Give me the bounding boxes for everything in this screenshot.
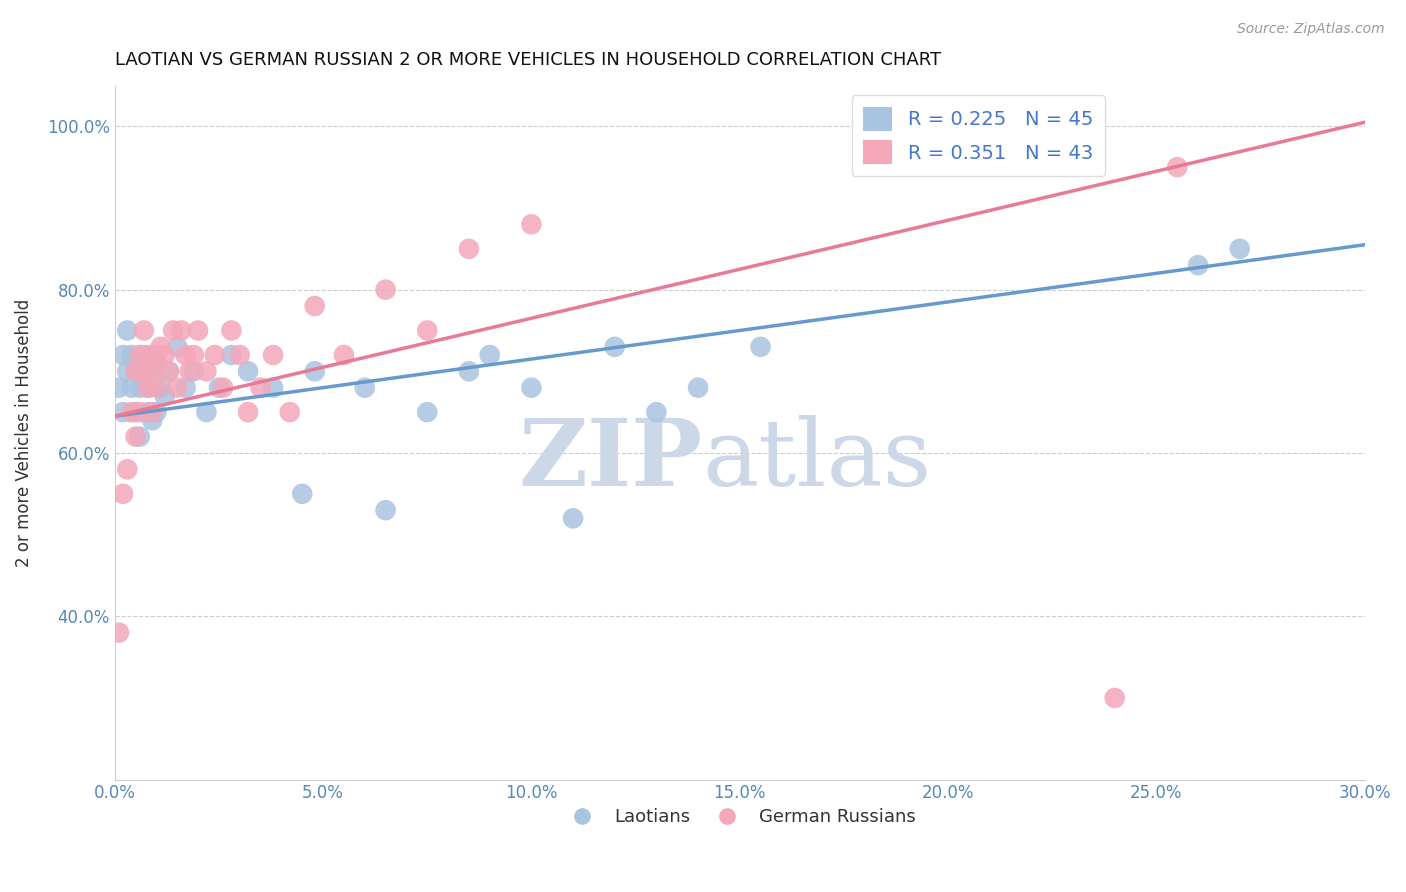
Point [153, 389, 176, 403]
Point [128, 348, 150, 362]
Point [117, 364, 139, 378]
Text: Source: ZipAtlas.com: Source: ZipAtlas.com [1237, 22, 1385, 37]
Point [141, 405, 163, 419]
Point [132, 364, 155, 378]
Point [562, 511, 585, 525]
Point [120, 405, 142, 419]
Point [603, 340, 626, 354]
Point [204, 348, 226, 362]
Point [1104, 690, 1126, 705]
Point [1229, 242, 1251, 256]
Point [416, 405, 439, 419]
Point [179, 364, 201, 378]
Point [458, 364, 481, 378]
Point [117, 462, 139, 476]
Point [145, 356, 167, 370]
Point [108, 381, 131, 395]
Point [170, 324, 193, 338]
Y-axis label: 2 or more Vehicles in Household: 2 or more Vehicles in Household [15, 299, 32, 566]
Text: LAOTIAN VS GERMAN RUSSIAN 2 OR MORE VEHICLES IN HOUSEHOLD CORRELATION CHART: LAOTIAN VS GERMAN RUSSIAN 2 OR MORE VEHI… [115, 51, 941, 69]
Point [120, 348, 142, 362]
Point [136, 381, 159, 395]
Point [1187, 258, 1209, 272]
Point [149, 340, 172, 354]
Point [112, 487, 135, 501]
Point [304, 299, 326, 313]
Point [141, 413, 163, 427]
Point [645, 405, 668, 419]
Point [236, 405, 259, 419]
Point [374, 283, 396, 297]
Point [162, 324, 184, 338]
Point [124, 364, 146, 378]
Point [278, 405, 301, 419]
Point [149, 381, 172, 395]
Point [749, 340, 772, 354]
Point [112, 405, 135, 419]
Point [141, 364, 163, 378]
Point [229, 348, 252, 362]
Point [291, 487, 314, 501]
Point [128, 381, 150, 395]
Point [333, 348, 356, 362]
Point [1166, 160, 1188, 174]
Point [157, 364, 180, 378]
Point [166, 340, 188, 354]
Point [145, 348, 167, 362]
Point [478, 348, 501, 362]
Point [128, 430, 150, 444]
Point [132, 364, 155, 378]
Point [174, 381, 197, 395]
Point [520, 381, 543, 395]
Point [132, 348, 155, 362]
Point [212, 381, 235, 395]
Point [374, 503, 396, 517]
Point [208, 381, 231, 395]
Point [262, 348, 284, 362]
Point [124, 405, 146, 419]
Text: atlas: atlas [702, 416, 932, 506]
Point [141, 364, 163, 378]
Point [195, 405, 218, 419]
Legend: Laotians, German Russians: Laotians, German Russians [557, 801, 922, 833]
Point [520, 217, 543, 231]
Point [157, 364, 180, 378]
Point [124, 364, 146, 378]
Point [183, 364, 205, 378]
Point [120, 381, 142, 395]
Point [183, 348, 205, 362]
Point [195, 364, 218, 378]
Point [262, 381, 284, 395]
Point [353, 381, 375, 395]
Point [117, 324, 139, 338]
Point [136, 348, 159, 362]
Point [145, 381, 167, 395]
Point [128, 405, 150, 419]
Text: ZIP: ZIP [517, 416, 702, 506]
Point [108, 625, 131, 640]
Point [166, 381, 188, 395]
Point [124, 430, 146, 444]
Point [221, 324, 243, 338]
Point [688, 381, 710, 395]
Point [153, 348, 176, 362]
Point [145, 405, 167, 419]
Point [458, 242, 481, 256]
Point [304, 364, 326, 378]
Point [132, 324, 155, 338]
Point [112, 348, 135, 362]
Point [221, 348, 243, 362]
Point [416, 324, 439, 338]
Point [236, 364, 259, 378]
Point [249, 381, 271, 395]
Point [174, 348, 197, 362]
Point [187, 324, 209, 338]
Point [136, 405, 159, 419]
Point [136, 381, 159, 395]
